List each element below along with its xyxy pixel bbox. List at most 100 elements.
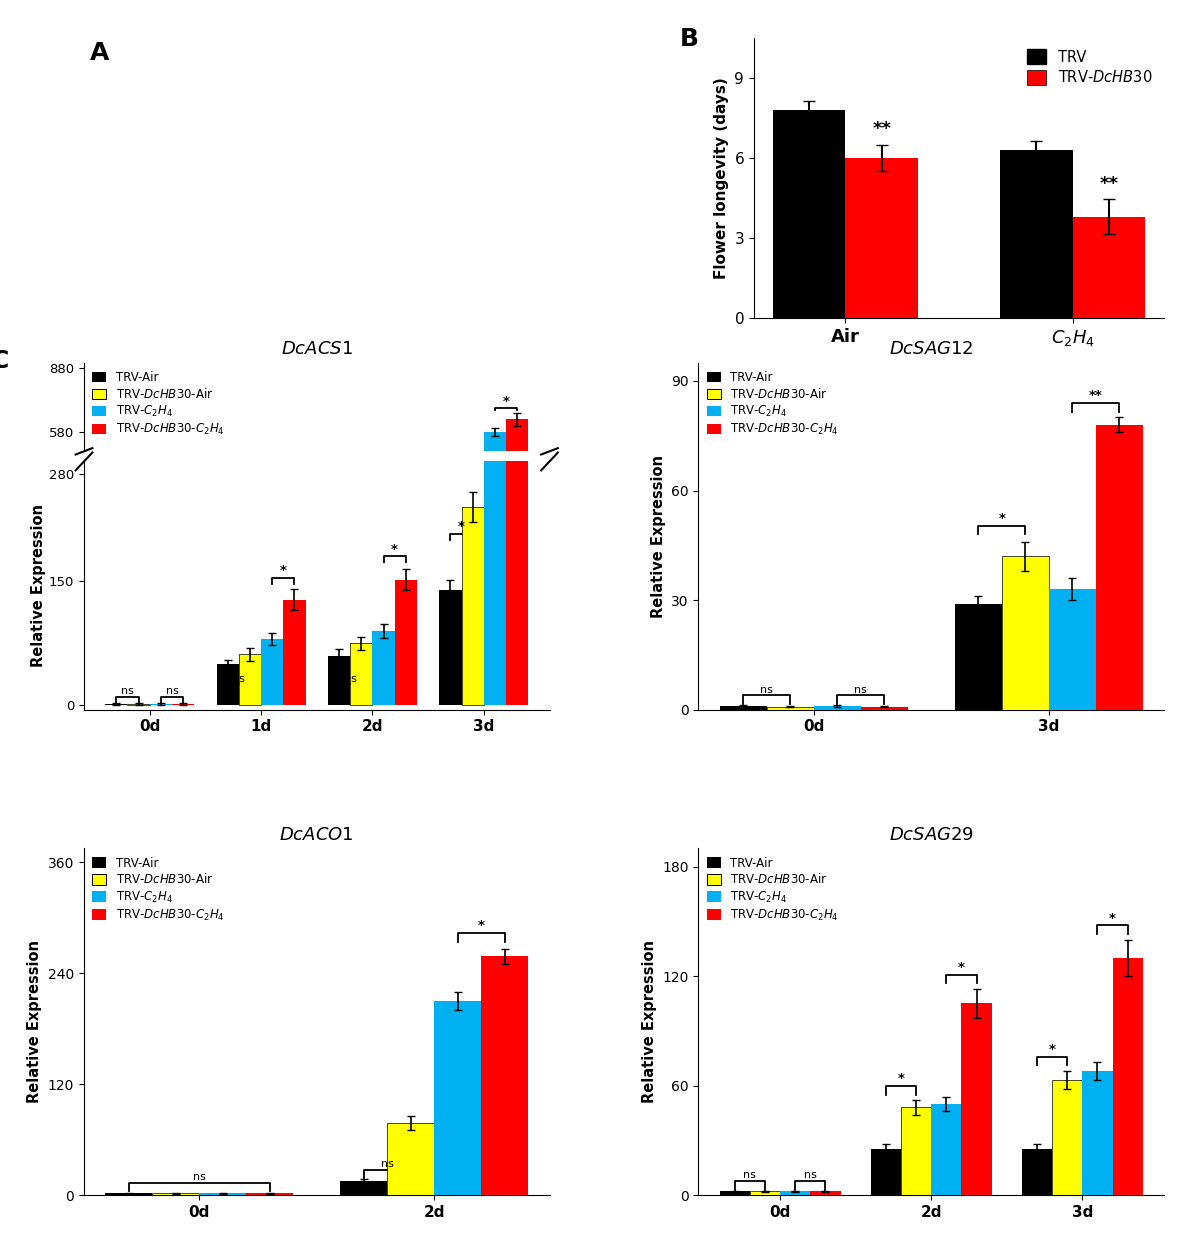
Bar — [462, 507, 484, 706]
Y-axis label: Relative Expression: Relative Expression — [642, 940, 656, 1103]
Text: ns: ns — [343, 674, 356, 683]
Title: $DcACS1$: $DcACS1$ — [281, 341, 353, 359]
Bar — [395, 580, 416, 706]
Legend: TRV-Air, TRV-$\mathit{DcHB30}$-Air, TRV-$C_2H_4$, TRV-$\mathit{DcHB30}$-$C_2H_4$: TRV-Air, TRV-$\mathit{DcHB30}$-Air, TRV-… — [90, 369, 227, 439]
Bar — [481, 956, 528, 1195]
Text: **: ** — [872, 120, 892, 138]
Bar — [172, 703, 194, 706]
Bar — [262, 639, 283, 706]
Y-axis label: Relative Expression: Relative Expression — [31, 504, 46, 667]
Bar — [150, 703, 172, 706]
Text: ns: ns — [166, 686, 179, 696]
Bar — [434, 1001, 481, 1195]
Bar — [372, 632, 395, 706]
Bar — [216, 664, 239, 706]
Bar — [1000, 150, 1073, 318]
Bar — [901, 1107, 931, 1195]
Y-axis label: Flower longevity (days): Flower longevity (days) — [714, 77, 728, 279]
Bar — [239, 542, 262, 556]
Bar — [484, 225, 506, 706]
Bar — [871, 1150, 901, 1195]
Text: ns: ns — [744, 1170, 756, 1180]
Text: *: * — [503, 395, 510, 408]
Bar — [1112, 957, 1142, 1195]
Bar — [814, 706, 860, 710]
Bar — [106, 1194, 152, 1195]
Text: C: C — [0, 350, 10, 374]
Bar — [780, 1191, 810, 1195]
Bar — [1002, 556, 1049, 710]
Text: *: * — [458, 521, 464, 533]
Text: **: ** — [1088, 390, 1103, 403]
Bar — [1049, 589, 1096, 710]
Bar — [106, 703, 127, 706]
Text: ns: ns — [121, 686, 134, 696]
Bar — [262, 538, 283, 556]
Bar — [199, 1194, 246, 1195]
Bar — [810, 1191, 840, 1195]
Bar — [767, 707, 814, 710]
Bar — [239, 654, 262, 706]
Bar — [506, 419, 528, 556]
Bar — [372, 537, 395, 556]
Text: *: * — [391, 542, 398, 556]
Bar — [388, 1123, 434, 1195]
Bar — [484, 431, 506, 556]
Bar — [152, 1194, 199, 1195]
Text: *: * — [478, 920, 485, 932]
Title: $DcSAG12$: $DcSAG12$ — [889, 341, 973, 359]
Title: $DcACO1$: $DcACO1$ — [280, 827, 354, 844]
Bar — [395, 523, 416, 556]
Bar — [750, 1191, 780, 1195]
Text: *: * — [898, 1072, 905, 1086]
Text: *: * — [1109, 912, 1116, 925]
Bar — [350, 540, 372, 556]
Legend: TRV, TRV-$\mathit{DcHB30}$: TRV, TRV-$\mathit{DcHB30}$ — [1022, 45, 1157, 89]
Text: *: * — [1049, 1043, 1056, 1055]
Bar — [283, 600, 306, 706]
Bar — [961, 1004, 991, 1195]
Text: ns: ns — [193, 1172, 205, 1181]
Bar — [350, 643, 372, 706]
Bar — [127, 703, 150, 706]
Y-axis label: Relative Expression: Relative Expression — [650, 454, 666, 618]
Bar — [246, 1194, 293, 1195]
Bar — [720, 1191, 750, 1195]
Legend: TRV-Air, TRV-$\mathit{DcHB30}$-Air, TRV-$C_2H_4$, TRV-$\mathit{DcHB30}$-$C_2H_4$: TRV-Air, TRV-$\mathit{DcHB30}$-Air, TRV-… — [704, 854, 841, 925]
Text: ns: ns — [804, 1170, 817, 1180]
Text: **: ** — [1099, 175, 1118, 192]
Bar — [720, 706, 767, 710]
Bar — [773, 109, 845, 318]
Bar — [1096, 425, 1142, 710]
Bar — [1082, 1071, 1112, 1195]
Bar — [955, 604, 1002, 710]
Bar — [1052, 1081, 1082, 1195]
Bar — [283, 528, 306, 556]
Text: ns: ns — [854, 684, 868, 694]
Bar — [845, 159, 918, 318]
Text: A: A — [90, 40, 109, 64]
Bar — [1073, 216, 1145, 318]
Bar — [1022, 1150, 1052, 1195]
Bar — [860, 707, 907, 710]
Text: B: B — [680, 26, 700, 50]
Bar — [439, 590, 462, 706]
Text: *: * — [280, 564, 287, 577]
Bar — [462, 504, 484, 556]
Text: ns: ns — [233, 674, 245, 683]
Bar — [506, 176, 528, 706]
Text: ns: ns — [380, 1159, 394, 1169]
Y-axis label: Relative Expression: Relative Expression — [28, 940, 42, 1103]
Bar — [216, 545, 239, 556]
Text: *: * — [998, 512, 1006, 525]
Legend: TRV-Air, TRV-$\mathit{DcHB30}$-Air, TRV-$C_2H_4$, TRV-$\mathit{DcHB30}$-$C_2H_4$: TRV-Air, TRV-$\mathit{DcHB30}$-Air, TRV-… — [704, 369, 841, 439]
Bar — [439, 526, 462, 556]
Bar — [931, 1103, 961, 1195]
Bar — [341, 1181, 388, 1195]
Bar — [328, 543, 350, 556]
Text: *: * — [958, 961, 965, 974]
Title: $DcSAG29$: $DcSAG29$ — [889, 827, 973, 844]
Bar — [328, 655, 350, 706]
Text: ns: ns — [761, 684, 773, 694]
Legend: TRV-Air, TRV-$\mathit{DcHB30}$-Air, TRV-$C_2H_4$, TRV-$\mathit{DcHB30}$-$C_2H_4$: TRV-Air, TRV-$\mathit{DcHB30}$-Air, TRV-… — [90, 854, 227, 925]
